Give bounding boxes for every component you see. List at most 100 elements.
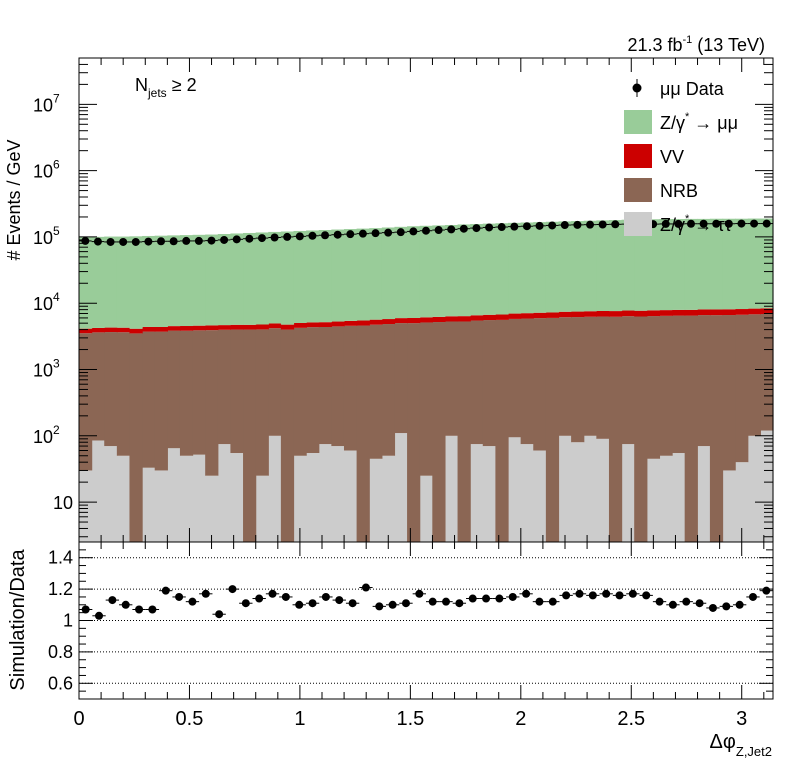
bar-ztt [646,458,661,542]
bar-nrb [205,330,219,476]
bar-ztt [520,444,534,542]
series-zmm [79,218,774,329]
data-point [434,226,443,235]
bar-vv [533,312,547,319]
bar-zmm [154,235,168,327]
bar-zmm [280,231,295,325]
bar-nrb [571,317,585,443]
bar-nrb [545,317,560,542]
data-point [346,230,355,239]
bar-zmm [306,230,320,323]
bar-zmm [621,219,635,311]
bar-zmm [129,236,143,329]
data-point [762,219,771,228]
bar-nrb [508,318,522,438]
bar-vv [482,314,496,321]
ratio-point [148,605,157,614]
ratio-point [642,591,651,600]
bar-zmm [659,219,673,311]
bar-ztt [508,437,522,542]
bar-nrb [596,316,610,439]
bar-nrb [621,316,635,445]
ratio-point [268,589,277,598]
bar-nrb [79,333,93,471]
data-point [573,220,582,229]
data-point [144,237,153,246]
data-point [371,229,380,238]
bar-vv [179,326,194,331]
bar-ztt [293,455,307,542]
y-tick-label: 103 [33,357,60,381]
bar-zmm [318,230,332,323]
legend-swatch-vv [624,144,652,168]
data-point [220,235,229,244]
bar-vv [280,324,295,330]
data-point [295,232,304,241]
ratio-points [79,583,773,620]
bar-nrb [116,332,131,456]
data-point [686,219,695,228]
bar-nrb [255,329,269,476]
bar-nrb [697,315,711,447]
x-axis-label: ΔφZ,Jet2 [710,731,772,759]
bar-vv [217,325,232,330]
ratio-point [335,596,344,605]
data-point [283,232,292,241]
bar-nrb [192,330,206,455]
data-point [737,219,746,228]
ratio-point [495,594,504,603]
bar-ztt [735,462,749,542]
ratio-point [241,599,250,608]
data-point [699,219,708,228]
bar-nrb [672,315,686,454]
bar-ztt [192,454,206,542]
ratio-point [695,599,704,608]
ratio-point [308,599,317,608]
bar-vv [495,314,509,320]
bar-vv [369,319,383,325]
bar-vv [520,313,534,319]
data-point [321,231,330,240]
bar-ztt [571,442,585,542]
bar-ztt [470,444,484,542]
bar-zmm [230,233,244,325]
bar-vv [634,310,648,317]
bar-nrb [381,324,396,456]
bar-ztt [79,470,93,542]
ratio-point [321,592,330,601]
data-point [674,219,683,228]
x-tick-label: 1.5 [396,708,424,730]
bar-ztt [697,446,711,542]
bar-ztt [255,475,269,542]
bar-nrb [243,329,257,542]
bar-nrb [735,314,749,463]
bar-ztt [596,438,610,542]
bar-vv [571,311,585,318]
bar-zmm [419,225,433,318]
y-tick-label: 102 [33,423,60,447]
bar-ztt [318,444,332,542]
bar-ztt [91,440,105,542]
main-panel: 107 106 105 104 103 102 10 μμ Data Z/γ* → μμ VV N… [4,34,774,543]
legend-label-nrb: NRB [660,181,698,201]
data-point [522,222,531,231]
bar-nrb [634,316,648,542]
bar-vv [432,316,446,323]
data-point [724,219,733,228]
ratio-point [482,594,491,603]
ratio-point [655,597,664,606]
data-point [169,237,178,246]
bar-nrb [91,332,105,441]
bar-zmm [634,219,648,311]
ratio-gridlines [79,557,773,684]
bar-ztt [205,475,219,542]
ratio-y-tick-label: 1 [63,611,73,631]
bar-nrb [558,317,572,436]
bar-vv [343,320,358,326]
bar-vv [444,316,459,322]
data-point [232,235,241,244]
bar-zmm [709,218,724,310]
bar-zmm [457,224,471,317]
ratio-y-tick-label: 0.8 [48,642,73,662]
